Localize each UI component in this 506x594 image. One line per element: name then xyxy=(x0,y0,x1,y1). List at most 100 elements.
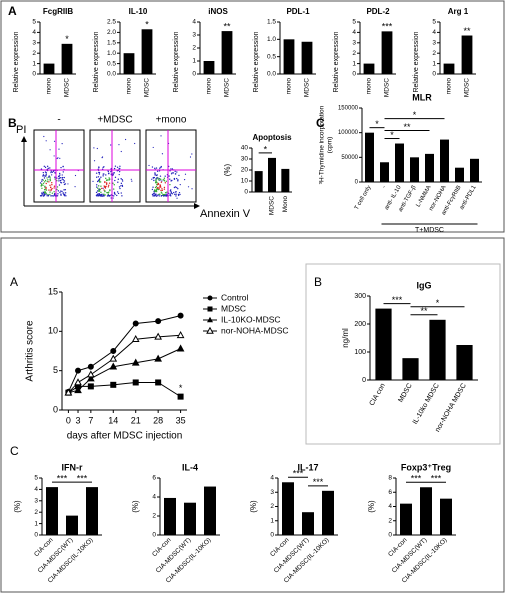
flow-dot xyxy=(173,178,176,180)
bar xyxy=(456,345,473,380)
flow-dot xyxy=(97,185,100,187)
flow-dot xyxy=(42,179,44,181)
flow-dot xyxy=(189,156,192,158)
flow-dot xyxy=(62,171,64,173)
x-tick-label: 28 xyxy=(153,415,163,425)
y-tick-label: 0 xyxy=(53,404,58,414)
bar xyxy=(470,158,479,182)
flow-dot xyxy=(177,180,179,182)
significance: *** xyxy=(411,474,422,484)
flow-dot xyxy=(60,194,62,196)
flow-dot xyxy=(57,157,59,159)
y-tick-label: 300 xyxy=(354,293,366,300)
flow-dot xyxy=(99,181,102,183)
y-axis-label: ³H-Thymidine incorporation xyxy=(319,105,326,184)
flow-dot xyxy=(158,193,160,196)
flow-dot xyxy=(157,177,159,179)
flow-dot xyxy=(97,187,99,189)
flow-dot xyxy=(98,188,100,190)
bar xyxy=(443,63,455,74)
x-tick-label: mono xyxy=(446,78,453,95)
flow-dot xyxy=(95,191,98,194)
y-tick-label: 50000 xyxy=(341,155,358,161)
data-point xyxy=(87,370,95,378)
flow-title: - xyxy=(57,115,60,126)
flow-dot xyxy=(46,195,48,197)
flow-dot xyxy=(60,176,62,179)
bar xyxy=(184,502,196,535)
flow-dot xyxy=(171,168,174,170)
data-point xyxy=(64,388,73,396)
flow-dot xyxy=(158,183,160,185)
axis-label: Annexin V xyxy=(200,208,251,220)
flow-dot xyxy=(74,186,76,188)
flow-dot xyxy=(160,135,162,137)
flow-dot xyxy=(179,184,181,186)
flow-dot xyxy=(48,189,50,191)
data-point xyxy=(87,374,95,382)
flow-dot xyxy=(117,181,119,183)
x-tick-label: MDSC xyxy=(64,78,71,97)
flow-dot xyxy=(176,197,178,199)
y-tick-label: 1 xyxy=(432,60,436,67)
flow-dot xyxy=(56,195,59,197)
x-tick-label: 7 xyxy=(88,415,93,425)
flow-dot xyxy=(63,180,66,182)
y-tick-label: 1 xyxy=(192,58,196,65)
flow-dot xyxy=(170,192,173,194)
flow-dot xyxy=(175,177,178,180)
flow-dot xyxy=(183,179,186,181)
flow-dot xyxy=(163,193,165,196)
bar xyxy=(425,153,434,182)
data-point xyxy=(110,381,117,388)
y-axis-label: Relative expression xyxy=(173,31,180,92)
data-point xyxy=(131,358,140,366)
flow-title: +MDSC xyxy=(97,115,132,126)
flow-dot xyxy=(51,192,54,194)
flow-dot xyxy=(58,148,60,150)
flow-dot xyxy=(169,178,171,180)
flow-dot xyxy=(166,193,168,195)
flow-dot xyxy=(52,170,55,172)
y-tick-label: 6 xyxy=(388,489,392,496)
panel-label: A xyxy=(10,275,18,289)
significance: * xyxy=(264,144,268,154)
bar xyxy=(395,143,404,182)
flow-dot xyxy=(171,179,173,182)
flow-dot xyxy=(118,168,120,170)
x-tick-label: mono xyxy=(366,78,373,95)
bar xyxy=(440,139,449,182)
bar xyxy=(410,157,419,182)
flow-dot xyxy=(98,180,101,182)
significance: * xyxy=(375,119,379,129)
x-tick-label: IL-10ko MDSC xyxy=(412,382,441,425)
flow-dot xyxy=(157,194,159,196)
flow-dot xyxy=(44,188,46,191)
x-tick-label: MDSC xyxy=(397,382,413,403)
flow-dot xyxy=(156,194,158,197)
significance: *** xyxy=(382,22,393,32)
flow-dot xyxy=(179,193,181,196)
flow-dot xyxy=(42,184,44,186)
flow-dot xyxy=(151,188,154,191)
flow-dot xyxy=(158,186,160,189)
bar xyxy=(281,168,290,192)
flow-dot xyxy=(159,184,162,186)
flow-dot xyxy=(105,183,108,185)
flow-dot xyxy=(116,191,119,193)
y-axis-label: (%) xyxy=(249,500,258,513)
flow-dot xyxy=(117,192,120,195)
flow-dot xyxy=(151,193,154,196)
y-tick-label: 2 xyxy=(388,517,392,524)
x-tick-label: T cell only xyxy=(354,185,373,211)
flow-dot xyxy=(160,189,162,192)
flow-dot xyxy=(49,179,52,182)
y-tick-label: 4 xyxy=(152,494,156,501)
flow-dot xyxy=(44,166,47,169)
y-tick-label: 1 xyxy=(32,60,36,67)
y-axis-label: (%) xyxy=(367,500,376,513)
flow-dot xyxy=(50,195,52,197)
flow-dot xyxy=(100,195,102,197)
flow-dot xyxy=(44,190,46,193)
flow-dot xyxy=(103,173,105,175)
